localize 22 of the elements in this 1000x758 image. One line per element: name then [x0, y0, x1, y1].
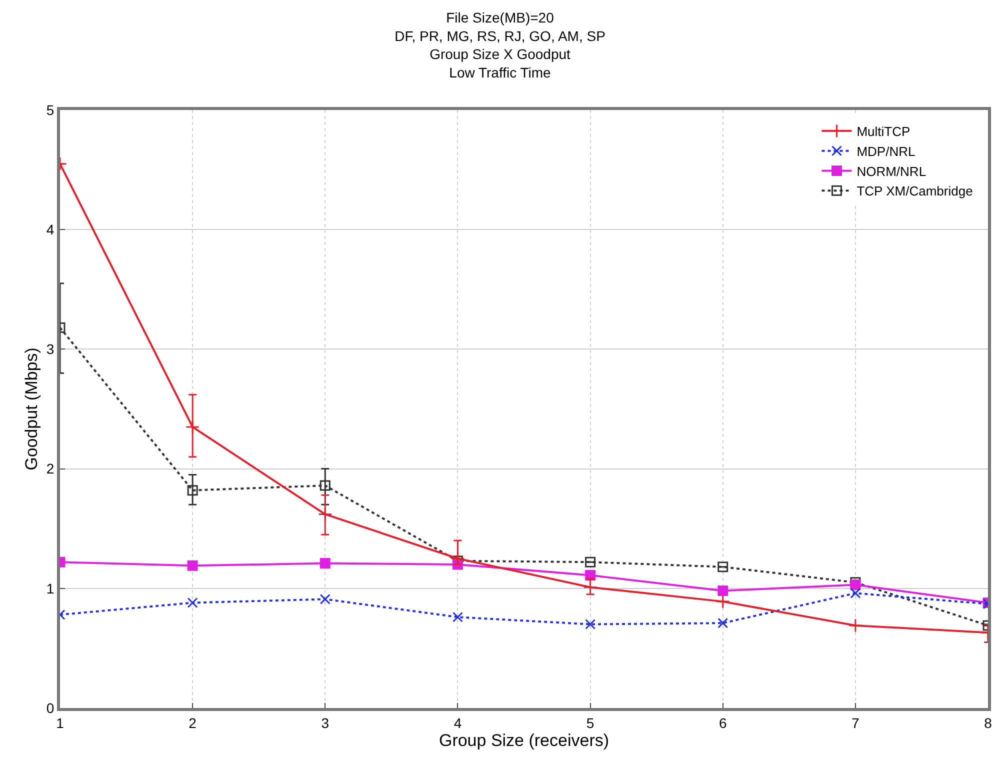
- y-tick-label: 0: [46, 700, 54, 716]
- y-tick-label: 2: [46, 460, 54, 477]
- x-tick-label: 7: [852, 714, 860, 731]
- x-tick-label: 2: [188, 714, 197, 731]
- x-tick-label: 3: [321, 714, 330, 731]
- legend-label: NORM/NRL: [856, 164, 926, 179]
- x-tick-label: 1: [56, 714, 64, 731]
- y-tick-label: 1: [46, 580, 54, 596]
- y-tick-label: 4: [46, 222, 54, 238]
- y-tick-label: 3: [46, 341, 54, 358]
- x-tick-label: 6: [718, 714, 727, 731]
- chart-title: File Size(MB)=20: [446, 10, 554, 26]
- x-tick-label: 5: [586, 714, 594, 731]
- x-tick-label: 4: [454, 714, 462, 731]
- legend-label: TCP XM/Cambridge: [856, 184, 973, 199]
- y-tick-label: 5: [46, 102, 54, 118]
- x-axis-title: Group Size (receivers): [438, 731, 610, 750]
- x-tick-label: 8: [984, 714, 992, 731]
- legend-label: MDP/NRL: [856, 144, 916, 159]
- legend-label: MultiTCP: [856, 124, 910, 139]
- y-axis-title: Goodput (Mbps): [22, 348, 41, 470]
- chart-subtitle: DF, PR, MG, RS, RJ, GO, AM, SP Group Size X Goodput Low Traffic Time: [394, 28, 606, 80]
